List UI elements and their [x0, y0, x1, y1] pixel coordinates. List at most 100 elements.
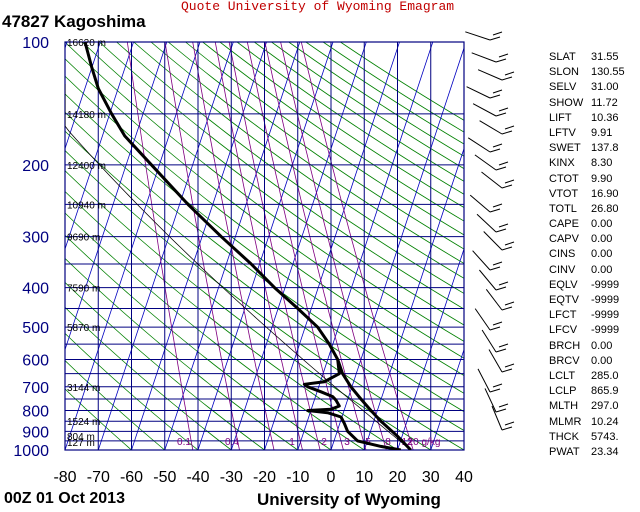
- wind-barb-flag: [489, 208, 501, 213]
- index-row: LFCV -9999: [549, 323, 625, 338]
- height-label: 10940 m: [67, 200, 106, 211]
- index-key: LCLT: [549, 369, 576, 382]
- dewpoint-profile: [302, 359, 402, 450]
- wind-barb-flag: [489, 36, 501, 41]
- mixing-ratio-line: [214, 42, 303, 450]
- index-row: PWAT 23.34: [549, 445, 625, 460]
- index-value: 0.00: [591, 339, 613, 352]
- moist-adiabat-line: [65, 42, 201, 450]
- index-key: SLON: [549, 66, 579, 79]
- temperature-tick-label: 30: [422, 469, 440, 486]
- wind-barb-staff: [491, 405, 503, 431]
- wind-barb-staff: [467, 137, 491, 153]
- dry-adiabat-line: [65, 93, 464, 394]
- wind-barb-flag: [495, 112, 507, 117]
- dry-adiabat-line: [219, 42, 464, 208]
- wind-barb-flag: [504, 421, 515, 426]
- temperature-tick-label: -80: [53, 469, 76, 486]
- moist-adiabat-line: [197, 42, 334, 450]
- index-value: -9999: [591, 324, 620, 337]
- wind-barb-staff: [483, 231, 503, 251]
- index-row: KINX 8.30: [549, 156, 625, 171]
- wind-barb-flag: [492, 261, 503, 266]
- mixing-ratio-line: [228, 42, 321, 450]
- dry-adiabat-line: [65, 130, 464, 431]
- index-key: KINX: [549, 157, 575, 170]
- index-row: CTOT 9.90: [549, 172, 625, 187]
- moist-adiabat-line: [363, 147, 464, 450]
- dry-adiabat-line: [202, 42, 464, 222]
- wind-barb-staff: [474, 308, 491, 331]
- height-label: 804 m: [67, 432, 95, 443]
- index-value: 23.34: [591, 445, 619, 458]
- wind-barb-flag: [498, 161, 509, 166]
- index-value: 31.00: [591, 81, 619, 94]
- index-row: SWET 137.8: [549, 141, 625, 156]
- height-label: 7590 m: [67, 284, 100, 295]
- index-value: 10.24: [591, 415, 619, 428]
- dry-adiabat-line: [65, 150, 464, 450]
- mixing-ratio-label: 8: [385, 437, 391, 448]
- wind-barb-flag: [495, 166, 507, 171]
- wind-barb-flag: [501, 130, 513, 135]
- index-row: SLON 130.55: [549, 65, 625, 80]
- index-key: EQLV: [549, 278, 578, 291]
- wind-barb-flag: [498, 107, 509, 112]
- index-key: SLAT: [549, 51, 576, 63]
- temperature-tick-label: -10: [286, 469, 309, 486]
- dry-adiabat-line: [65, 257, 298, 450]
- mixing-ratio-line: [126, 42, 194, 450]
- dry-adiabat-line: [305, 42, 464, 145]
- wind-barb-flag: [492, 383, 503, 388]
- index-row: SELV 31.00: [549, 80, 625, 95]
- index-row: BRCV 0.00: [549, 354, 625, 369]
- wind-barb-flag: [501, 246, 513, 251]
- wind-barb-flag: [498, 343, 509, 348]
- dry-adiabat-line: [271, 42, 464, 170]
- station-title: 47827 Kagoshima: [2, 12, 146, 31]
- wind-barb-staff: [481, 329, 497, 353]
- index-row: THCK 5743.: [549, 430, 625, 445]
- height-label: 127 m: [67, 438, 95, 449]
- wind-barb-flag: [501, 368, 513, 373]
- dry-adiabat-line: [322, 42, 464, 133]
- index-key: MLTH: [549, 400, 579, 413]
- mixing-ratio-label: 2: [321, 437, 327, 448]
- wind-barb-flag: [489, 148, 501, 153]
- index-value: 9.90: [591, 172, 613, 185]
- index-row: VTOT 16.90: [549, 187, 625, 202]
- dry-adiabat-line: [116, 42, 464, 294]
- dry-adiabat-line: [65, 212, 365, 450]
- mixing-ratio-line: [246, 42, 344, 450]
- wind-barb-flag: [489, 388, 501, 393]
- wind-barb-flag: [501, 76, 513, 81]
- height-label: 9690 m: [67, 233, 100, 244]
- wind-barb-staff: [485, 288, 503, 311]
- dry-adiabat-line: [65, 281, 265, 450]
- mixing-ratio-label: 1: [289, 437, 295, 448]
- moist-adiabat-line: [131, 42, 267, 450]
- wind-barb-staff: [479, 120, 503, 135]
- moist-adiabat-line: [330, 46, 464, 450]
- index-key: BRCV: [549, 354, 580, 367]
- dry-adiabat-line: [236, 42, 464, 195]
- temperature-profile: [83, 42, 412, 450]
- parcel-path-line: [65, 84, 412, 450]
- index-key: LIFT: [549, 111, 572, 124]
- height-label: 3144 m: [67, 383, 100, 394]
- index-value: 0.00: [591, 248, 613, 261]
- wind-barb-flag: [492, 321, 503, 326]
- temperature-tick-label: 10: [355, 469, 373, 486]
- height-label: 1524 m: [67, 417, 100, 428]
- pressure-tick-label: 200: [22, 158, 49, 175]
- index-value: 137.8: [591, 142, 619, 155]
- index-value: 865.9: [591, 385, 619, 398]
- dry-adiabat-line: [150, 42, 464, 264]
- wind-barb-flag: [495, 228, 507, 233]
- mixing-ratio-label: 12: [401, 437, 413, 448]
- index-value: 130.55: [591, 66, 625, 79]
- mixing-ratio-label: 20 g/kg: [408, 437, 441, 448]
- observation-time: 00Z 01 Oct 2013: [4, 490, 125, 507]
- index-key: THCK: [549, 430, 579, 443]
- index-row: LCLP 865.9: [549, 384, 625, 399]
